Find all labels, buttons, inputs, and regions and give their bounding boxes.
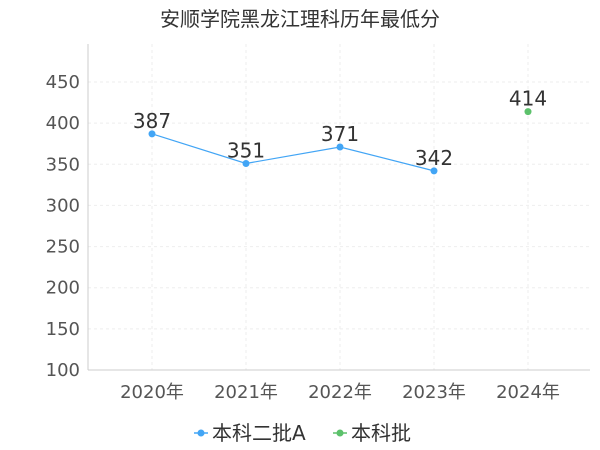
legend-marker — [336, 429, 344, 437]
x-tick-label: 2020年 — [120, 382, 184, 403]
axes: 100 150 200 250 300 350 400 450 2020年 2021年 2022年 2… — [46, 44, 590, 403]
data-point — [242, 159, 250, 167]
y-tick-label: 250 — [46, 237, 80, 258]
series-2: 414 — [509, 87, 547, 116]
x-tick-label: 2021年 — [214, 382, 278, 403]
x-tick-label: 2023年 — [402, 382, 466, 403]
data-point — [336, 143, 344, 151]
data-label: 414 — [509, 87, 547, 111]
data-point — [524, 108, 532, 116]
x-tick-label: 2022年 — [308, 382, 372, 403]
legend-item: 本科批 — [333, 421, 411, 445]
data-label: 371 — [321, 122, 359, 146]
legend-marker — [197, 429, 205, 437]
x-tick-label: 2024年 — [496, 382, 560, 403]
series-line — [151, 133, 435, 172]
y-tick-label: 200 — [46, 278, 80, 299]
data-label: 351 — [227, 138, 265, 162]
y-tick-label: 400 — [46, 113, 80, 134]
data-label: 387 — [133, 109, 171, 133]
y-tick-label: 150 — [46, 319, 80, 340]
data-point — [430, 167, 438, 175]
y-tick-label: 350 — [46, 154, 80, 175]
series: 387 351 371 342 414 — [133, 87, 547, 175]
legend-label: 本科批 — [351, 421, 411, 445]
data-point — [148, 130, 156, 138]
grid — [88, 44, 590, 370]
y-tick-label: 300 — [46, 195, 80, 216]
data-label: 342 — [415, 146, 453, 170]
y-tick-label: 450 — [46, 72, 80, 93]
legend: 本科二批A 本科批 — [194, 421, 411, 445]
legend-label: 本科二批A — [212, 421, 306, 445]
series-1: 387 351 371 342 — [133, 109, 453, 175]
chart-title: 安顺学院黑龙江理科历年最低分 — [160, 7, 440, 31]
legend-item: 本科二批A — [194, 421, 306, 445]
y-tick-label: 100 — [46, 360, 80, 381]
